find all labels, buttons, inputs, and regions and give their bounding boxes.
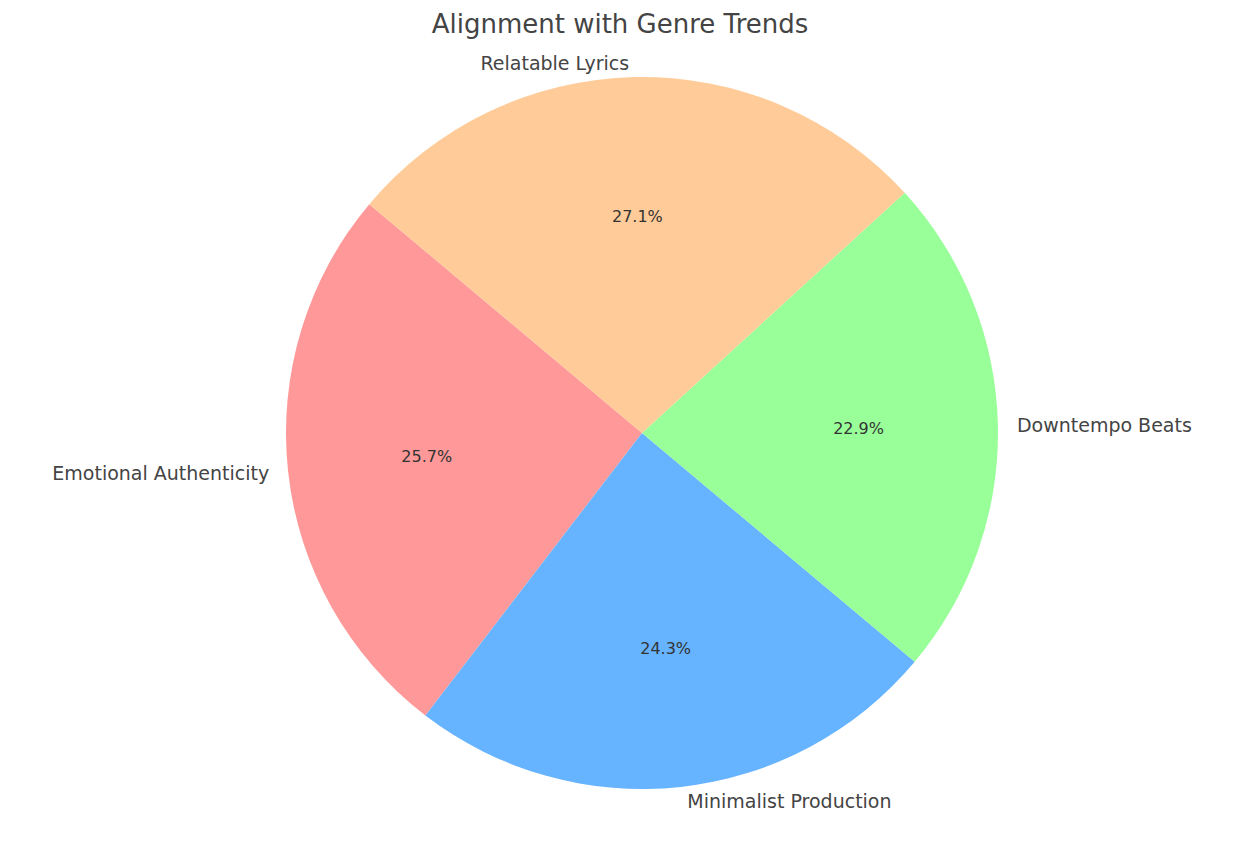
svg-text:27.1%: 27.1% xyxy=(612,207,663,226)
svg-text:22.9%: 22.9% xyxy=(833,419,884,438)
svg-text:Minimalist Production: Minimalist Production xyxy=(687,790,891,812)
svg-text:24.3%: 24.3% xyxy=(640,639,691,658)
svg-text:25.7%: 25.7% xyxy=(401,447,452,466)
svg-text:Relatable Lyrics: Relatable Lyrics xyxy=(480,52,629,74)
svg-text:Emotional Authenticity: Emotional Authenticity xyxy=(52,462,269,484)
svg-text:Downtempo Beats: Downtempo Beats xyxy=(1017,414,1192,436)
svg-text:Alignment with Genre Trends: Alignment with Genre Trends xyxy=(432,9,809,39)
